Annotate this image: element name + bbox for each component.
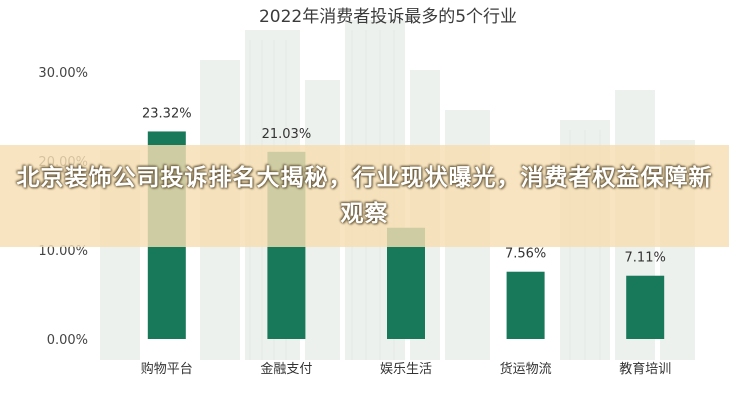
category-labels: 购物平台 金融支付 娱乐生活 货运物流 教育培训	[141, 361, 671, 377]
data-label: 23.32%	[142, 106, 192, 121]
bar	[506, 271, 545, 339]
data-label: 7.11%	[625, 251, 666, 266]
category-label: 购物平台	[141, 361, 193, 377]
data-label: 21.03%	[262, 127, 312, 142]
headline-text: 北京装饰公司投诉排名大揭秘，行业现状曝光，消费者权益保障新观察	[16, 165, 713, 227]
chart-title: 2022年消费者投诉最多的5个行业	[259, 7, 517, 27]
value-labels: 23.32% 21.03% 7.56% 7.11%	[142, 106, 666, 265]
y-tick-label: 10.00%	[38, 244, 88, 259]
y-tick-label: 30.00%	[38, 66, 88, 81]
category-label: 金融支付	[260, 361, 312, 377]
y-tick-label: 0.00%	[47, 333, 88, 348]
category-label: 教育培训	[619, 361, 671, 377]
bar	[626, 275, 665, 339]
headline-banner: 北京装饰公司投诉排名大揭秘，行业现状曝光，消费者权益保障新观察	[0, 145, 729, 247]
category-label: 货运物流	[500, 361, 552, 377]
data-label: 7.56%	[505, 247, 546, 262]
category-label: 娱乐生活	[380, 362, 432, 377]
